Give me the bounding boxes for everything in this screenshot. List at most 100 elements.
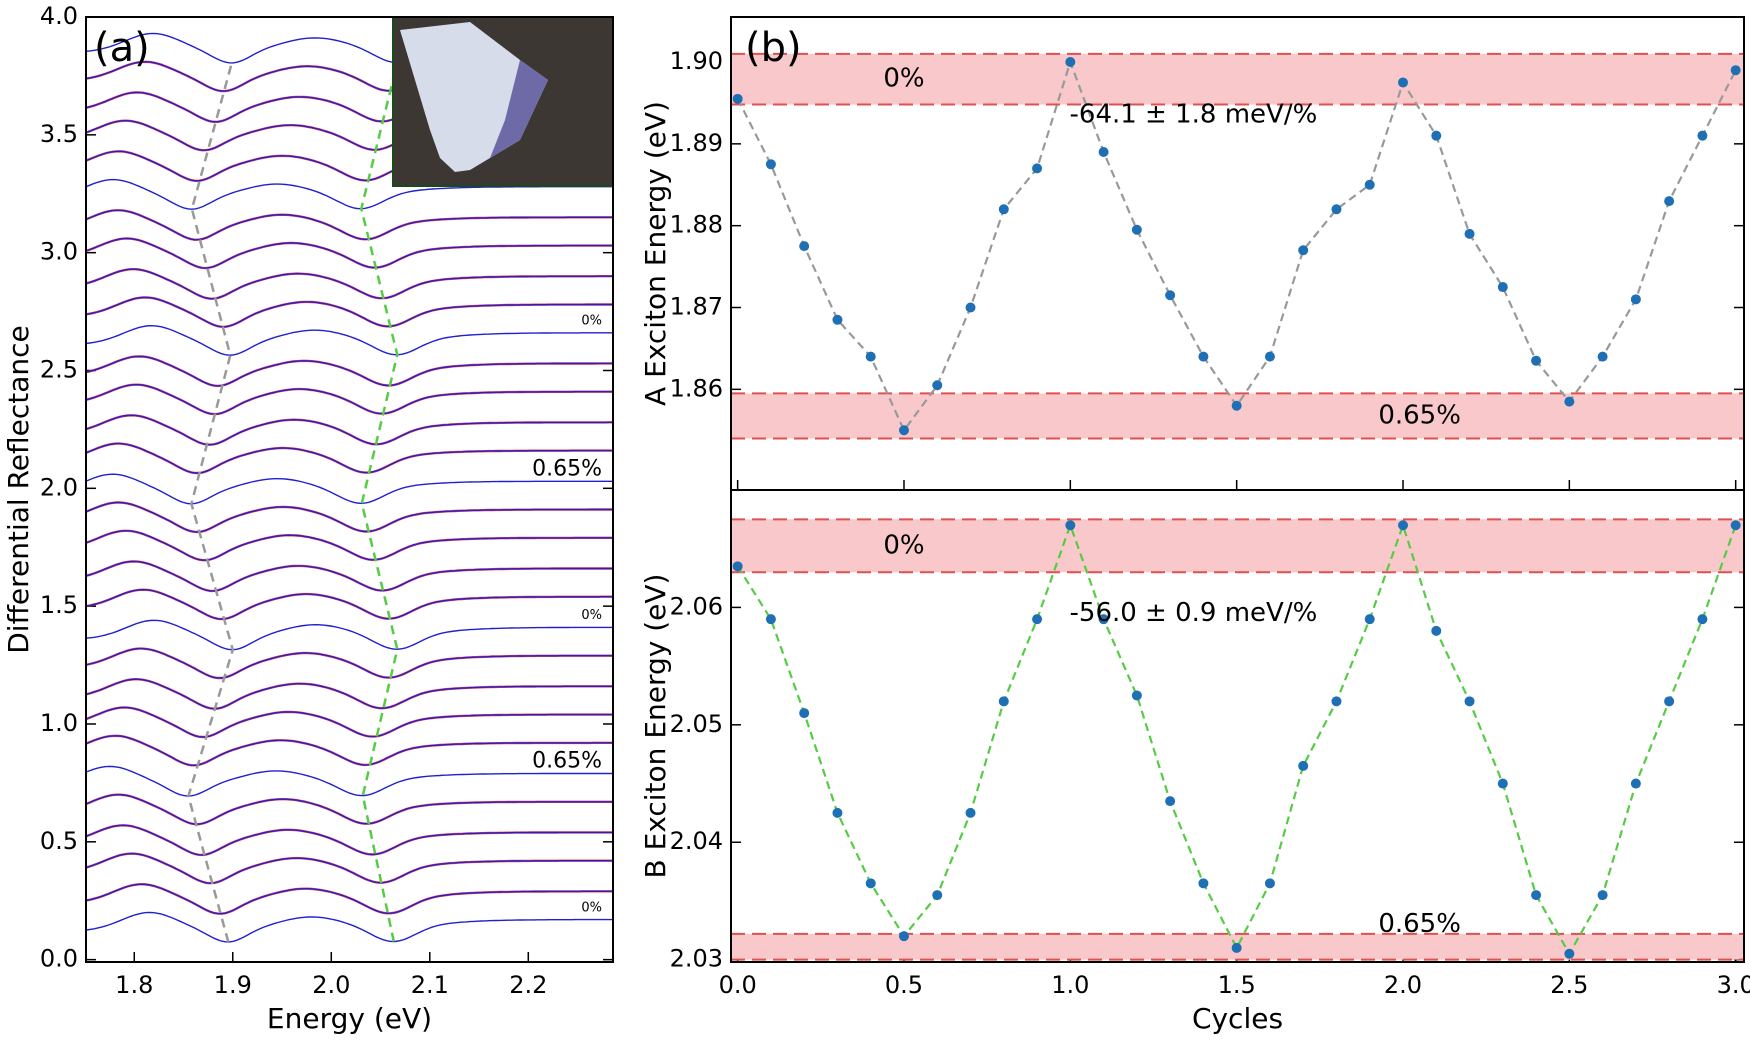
fit-spectrum	[86, 268, 613, 300]
data-point	[1032, 163, 1043, 174]
data-point	[1398, 77, 1409, 88]
measured-spectrum	[86, 383, 613, 416]
data-point	[1364, 179, 1375, 190]
y-tick-label: 2.04	[670, 827, 723, 855]
fit-spectrum	[86, 824, 613, 856]
measured-spectrum	[86, 268, 613, 300]
data-point	[898, 425, 909, 436]
y-tick-label: 1.86	[670, 374, 723, 402]
y-tick-label: 3.5	[40, 120, 78, 148]
data-point	[1531, 355, 1542, 366]
data-point	[1664, 196, 1675, 207]
data-point	[1730, 65, 1741, 76]
x-axis-label: Energy (eV)	[267, 1002, 432, 1035]
x-tick-label: 1.9	[214, 971, 252, 999]
measured-spectrum	[86, 414, 613, 446]
exciton-guide	[360, 62, 399, 942]
data-point	[1264, 351, 1275, 362]
fit-spectrum	[86, 355, 613, 387]
y-tick-label: 4.0	[40, 2, 78, 30]
y-axis-label: A Exciton Energy (eV)	[639, 101, 672, 406]
fit-spectrum	[86, 735, 613, 766]
data-point	[732, 561, 743, 572]
data-point	[1398, 520, 1409, 531]
data-point	[1697, 130, 1708, 141]
fit-spectrum	[86, 619, 613, 651]
data-point	[1431, 130, 1442, 141]
fit-spectrum	[86, 588, 613, 620]
data-point	[1597, 351, 1608, 362]
y-tick-label: 1.5	[40, 591, 78, 619]
data-point	[1264, 878, 1275, 889]
strain-band	[731, 53, 1744, 105]
data-point	[965, 807, 976, 818]
y-tick-label: 1.90	[670, 47, 723, 75]
y-axis-label: Differential Reflectance	[2, 325, 35, 654]
data-point	[965, 302, 976, 313]
fit-spectrum	[86, 384, 613, 415]
data-point	[865, 878, 876, 889]
x-tick-label: 3.0	[1717, 971, 1750, 999]
exciton-guide	[187, 62, 235, 943]
fit-spectrum	[86, 794, 613, 825]
data-point	[832, 314, 843, 325]
fit-spectrum	[86, 414, 613, 446]
fit-spectrum	[86, 501, 613, 533]
strain-label: 0.65%	[532, 456, 602, 481]
panel-label: (b)	[745, 25, 802, 71]
plot-frame	[85, 16, 614, 963]
x-tick-label: 2.0	[1384, 971, 1422, 999]
y-tick-label: 2.06	[670, 592, 723, 620]
data-point	[799, 708, 810, 719]
y-tick-label: 2.05	[670, 710, 723, 738]
y-tick-label: 0.5	[40, 827, 78, 855]
measured-spectrum	[86, 706, 613, 739]
x-tick-label: 0.0	[719, 971, 757, 999]
panel-label: (a)	[94, 25, 150, 71]
data-point	[1630, 778, 1641, 789]
data-point	[1597, 890, 1608, 901]
data-point	[1098, 147, 1109, 158]
data-point	[1331, 696, 1342, 707]
data-point	[832, 807, 843, 818]
data-point	[1564, 948, 1575, 959]
x-axis-label: Cycles	[1192, 1002, 1283, 1035]
fit-spectrum	[86, 296, 613, 328]
data-point	[1497, 282, 1508, 293]
data-point	[1065, 57, 1076, 68]
x-tick-label: 1.8	[115, 971, 153, 999]
y-tick-label: 1.88	[670, 211, 723, 239]
data-point	[1131, 224, 1142, 235]
data-point	[1231, 400, 1242, 411]
inset-flake-edge	[490, 60, 548, 158]
plot-frame	[730, 489, 1745, 963]
y-tick-label: 2.0	[40, 473, 78, 501]
fit-spectrum	[86, 473, 613, 505]
fit-spectrum	[86, 911, 613, 943]
data-point	[1697, 614, 1708, 625]
data-point	[1165, 290, 1176, 301]
band-label: 0.65%	[1378, 909, 1461, 939]
y-tick-label: 0.0	[40, 945, 78, 973]
strain-label: 0%	[581, 314, 602, 329]
data-point	[1464, 228, 1475, 239]
y-tick-label: 1.89	[670, 129, 723, 157]
x-tick-label: 0.5	[885, 971, 923, 999]
fit-spectrum	[86, 560, 613, 592]
data-point	[865, 351, 876, 362]
slope-annotation: -56.0 ± 0.9 meV/%	[1070, 598, 1318, 628]
data-point	[1331, 204, 1342, 215]
data-point	[1298, 760, 1309, 771]
data-point	[1298, 245, 1309, 256]
data-point	[1131, 690, 1142, 701]
data-point	[1098, 614, 1109, 625]
band-label: 0.65%	[1378, 400, 1461, 430]
fit-spectrum	[86, 209, 613, 241]
measured-spectrum	[86, 529, 613, 562]
data-point	[1497, 778, 1508, 789]
y-tick-label: 2.5	[40, 355, 78, 383]
x-tick-label: 2.1	[411, 971, 449, 999]
data-point	[1531, 890, 1542, 901]
data-point	[1431, 625, 1442, 636]
